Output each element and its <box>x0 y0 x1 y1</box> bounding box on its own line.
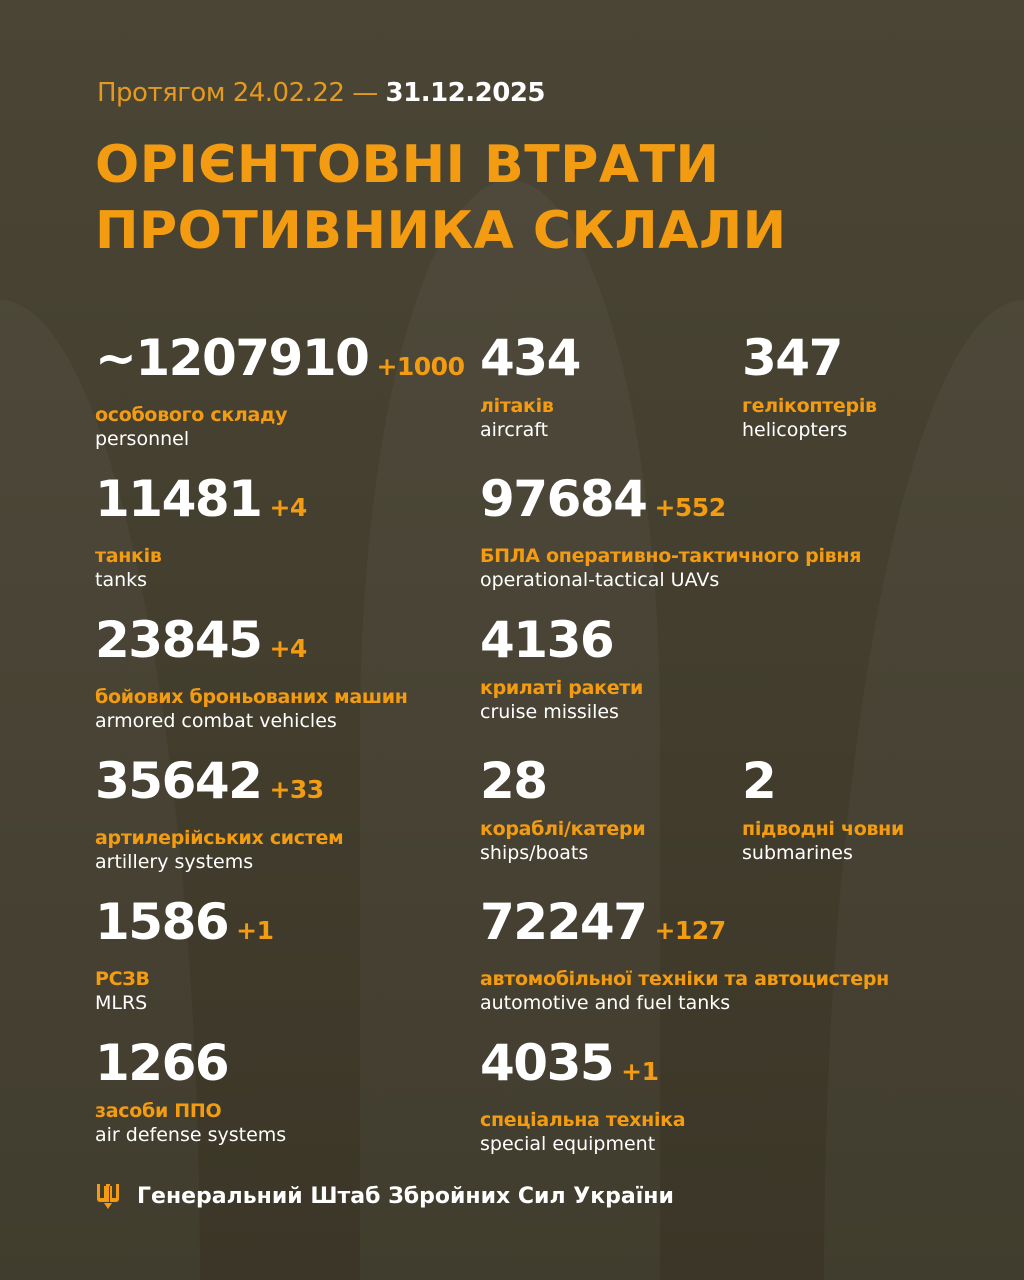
stat-value: 72247 +127 <box>480 894 889 959</box>
stat-submarines: 2 підводні човни submarines <box>742 753 904 865</box>
stat-delta: +127 <box>654 916 726 945</box>
stat-delta: +1 <box>621 1057 659 1086</box>
stat-label-ua: РСЗВ <box>95 968 150 990</box>
stat-label-en: operational-tactical UAVs <box>480 569 720 591</box>
stat-delta: +1000 <box>376 352 465 381</box>
stat-armored-combat-vehicles: 23845 +4 бойових броньованих машин armore… <box>95 612 408 733</box>
stat-label-en: automotive and fuel tanks <box>480 992 731 1014</box>
period-end: 31.12.2025 <box>385 78 546 108</box>
stat-label-ua: гелікоптерів <box>742 395 877 417</box>
stat-operational-tactical-uavs: 97684 +552 БПЛА оперативно-тактичного рів… <box>480 471 861 592</box>
stat-label-ua: засоби ППО <box>95 1100 222 1122</box>
title-line-2: ПРОТИВНИКА СКЛАЛИ <box>95 201 787 261</box>
stat-label-ua: літаків <box>480 395 554 417</box>
stat-number: 11481 <box>95 470 263 528</box>
stat-number: 28 <box>480 752 548 810</box>
stat-label-en: cruise missiles <box>480 701 619 723</box>
stat-label-ua: БПЛА оперативно-тактичного рівня <box>480 545 862 567</box>
stat-value: 434 <box>480 329 581 387</box>
stat-cruise-missiles: 4136 крилаті ракети cruise missiles <box>480 612 643 724</box>
period-text: Протягом 24.02.22 — 31.12.2025 <box>97 78 546 108</box>
stat-label-en: helicopters <box>742 419 848 441</box>
stat-label-ua: підводні човни <box>742 818 905 840</box>
stat-label-en: personnel <box>95 428 190 450</box>
stat-value: 97684 +552 <box>480 471 861 536</box>
footer-text: Генеральний Штаб Збройних Сил України <box>137 1183 674 1209</box>
stat-label-ua: крилаті ракети <box>480 677 644 699</box>
stat-number: 72247 <box>480 893 648 951</box>
stat-number: 23845 <box>95 611 263 669</box>
stat-value: 28 <box>480 753 645 809</box>
stat-delta: +552 <box>654 493 726 522</box>
stat-label-ua: автомобільної техніки та автоцистерн <box>480 968 889 990</box>
stat-number: 4136 <box>480 611 615 669</box>
stat-number: 1586 <box>95 893 230 951</box>
footer: Генеральний Штаб Збройних Сил України <box>95 1182 674 1210</box>
stat-label-ua: артилерійських систем <box>95 827 344 849</box>
stat-ships-boats: 28 кораблі/катери ships/boats <box>480 753 646 865</box>
stat-value: 347 <box>742 330 877 386</box>
stat-value: 4136 <box>480 612 643 668</box>
stat-value: 23845 +4 <box>95 612 408 677</box>
stat-value: 11481 +4 <box>95 471 307 536</box>
stat-delta: +4 <box>269 493 307 522</box>
stat-personnel: ~1207910 +1000 особового складу personnel <box>95 329 465 451</box>
stat-label-ua: спеціальна техніка <box>480 1109 686 1131</box>
stat-label-en: armored combat vehicles <box>95 710 337 732</box>
stat-aircraft: 434 літаків aircraft <box>480 329 581 442</box>
stat-number: 434 <box>480 329 581 387</box>
stat-label-ua: танків <box>95 545 162 567</box>
stat-label-en: air defense systems <box>95 1124 287 1146</box>
stat-label-ua: бойових броньованих машин <box>95 686 408 708</box>
stat-label-en: ships/boats <box>480 842 589 864</box>
stat-number: 347 <box>742 329 843 387</box>
stat-number: 4035 <box>480 1034 615 1092</box>
stat-delta: +4 <box>269 634 307 663</box>
stat-automotive-and-fuel-tanks: 72247 +127 автомобільної техніки та автоц… <box>480 894 889 1015</box>
stat-value: 35642 +33 <box>95 753 343 818</box>
stat-number: 1266 <box>95 1034 230 1092</box>
page-title: ОРІЄНТОВНІ ВТРАТИ ПРОТИВНИКА СКЛАЛИ <box>95 132 787 264</box>
stat-delta: +1 <box>236 916 274 945</box>
stat-label-en: special equipment <box>480 1133 656 1155</box>
stat-air-defense-systems: 1266 засоби ППО air defense systems <box>95 1035 286 1147</box>
stat-number: 97684 <box>480 470 648 528</box>
stat-value: 2 <box>742 753 904 809</box>
stat-number: ~1207910 <box>95 329 370 387</box>
stat-label-en: aircraft <box>480 419 549 441</box>
stat-delta: +33 <box>269 775 324 804</box>
stat-value: 1266 <box>95 1035 286 1091</box>
stat-tanks: 11481 +4 танків tanks <box>95 471 307 592</box>
stat-number: 2 <box>742 752 777 810</box>
stat-label-en: tanks <box>95 569 148 591</box>
title-line-1: ОРІЄНТОВНІ ВТРАТИ <box>95 135 720 195</box>
stat-label-en: artillery systems <box>95 851 254 873</box>
stat-special-equipment: 4035 +1 спеціальна техніка special equipm… <box>480 1035 686 1156</box>
stat-label-en: MLRS <box>95 992 148 1014</box>
stat-artillery-systems: 35642 +33 артилерійських систем artillery… <box>95 753 344 874</box>
stat-label-en: submarines <box>742 842 853 864</box>
stat-value: 1586 +1 <box>95 894 274 959</box>
stat-value: ~1207910 +1000 <box>95 329 465 395</box>
stat-helicopters: 347 гелікоптерів helicopters <box>742 330 877 442</box>
stat-value: 4035 +1 <box>480 1035 685 1100</box>
stat-number: 35642 <box>95 752 263 810</box>
stat-label-ua: кораблі/катери <box>480 818 646 840</box>
period-start: Протягом 24.02.22 — <box>97 78 378 108</box>
stat-label-ua: особового складу <box>95 404 288 426</box>
stat-mlrs: 1586 +1 РСЗВ MLRS <box>95 894 274 1015</box>
tryzub-icon <box>97 1184 119 1209</box>
